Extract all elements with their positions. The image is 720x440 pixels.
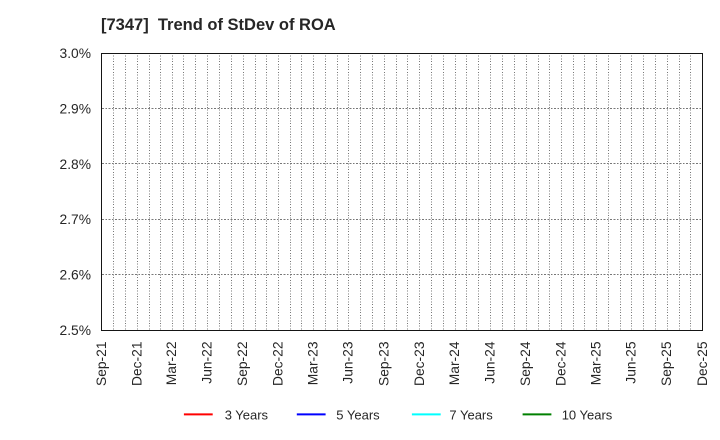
svg-text:Jun-23: Jun-23 (341, 341, 356, 384)
svg-text:Jun-25: Jun-25 (624, 341, 639, 384)
svg-text:Sep-24: Sep-24 (518, 341, 533, 386)
svg-text:Mar-24: Mar-24 (447, 341, 462, 385)
svg-text:7 Years: 7 Years (449, 407, 493, 422)
svg-text:Dec-22: Dec-22 (271, 342, 286, 386)
svg-text:2.7%: 2.7% (60, 212, 91, 227)
svg-text:Sep-25: Sep-25 (659, 341, 674, 386)
svg-text:Sep-21: Sep-21 (94, 342, 109, 387)
svg-text:2.9%: 2.9% (60, 101, 91, 116)
svg-text:Mar-25: Mar-25 (588, 341, 603, 385)
svg-text:2.8%: 2.8% (60, 157, 91, 172)
svg-text:10 Years: 10 Years (562, 407, 613, 422)
svg-text:Jun-24: Jun-24 (482, 341, 497, 384)
svg-text:Sep-23: Sep-23 (376, 341, 391, 386)
svg-text:Dec-25: Dec-25 (695, 341, 710, 386)
svg-text:3 Years: 3 Years (225, 407, 269, 422)
svg-text:Dec-23: Dec-23 (412, 341, 427, 386)
svg-text:Jun-22: Jun-22 (199, 342, 214, 384)
svg-text:3.0%: 3.0% (60, 46, 91, 61)
svg-text:Mar-23: Mar-23 (306, 341, 321, 385)
svg-text:Mar-22: Mar-22 (164, 342, 179, 386)
svg-text:Dec-24: Dec-24 (554, 341, 569, 386)
svg-text:Sep-22: Sep-22 (235, 342, 250, 387)
svg-text:2.6%: 2.6% (60, 268, 91, 283)
svg-text:[7347] Trend of StDev of ROA: [7347] Trend of StDev of ROA (101, 16, 336, 34)
svg-text:Dec-21: Dec-21 (129, 342, 144, 386)
svg-text:2.5%: 2.5% (60, 323, 91, 338)
svg-text:5 Years: 5 Years (336, 407, 380, 422)
